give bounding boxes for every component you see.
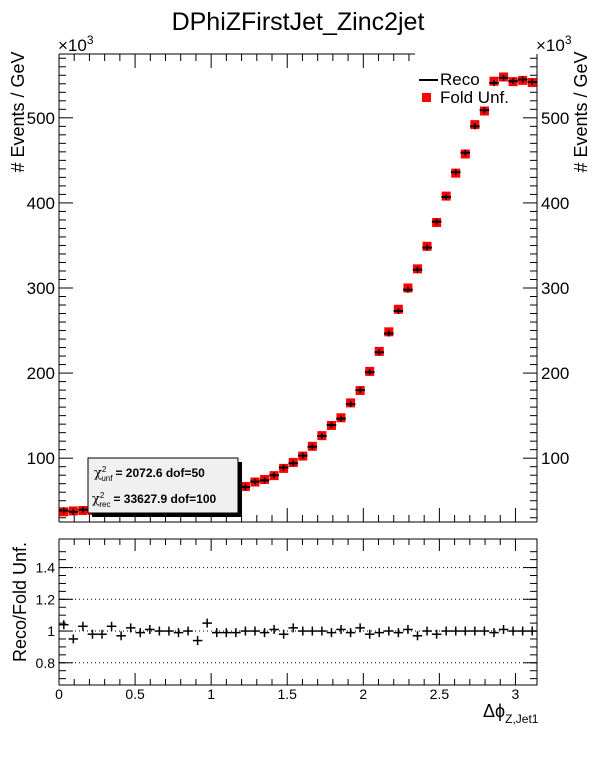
stats-line-rec: χ2 rec = 33627.9 dof=100 bbox=[92, 491, 217, 509]
main-ytick-label-left: 400 bbox=[27, 194, 55, 213]
y-axis-label-right: # Events / GeV bbox=[571, 51, 591, 172]
main-ytick-label-right: 500 bbox=[541, 109, 569, 128]
main-panel: 100 100 200 200 300 300 400 400 500 500 ×103 ×103… bbox=[8, 33, 591, 523]
chart-title: DPhiZFirstJet_Zinc2jet bbox=[172, 8, 425, 36]
main-ytick-label-left: 100 bbox=[27, 449, 55, 468]
main-ytick-label-left: 200 bbox=[27, 364, 55, 383]
ratio-ytick-label: 1 bbox=[47, 623, 55, 639]
main-ytick-label-right: 100 bbox=[541, 449, 569, 468]
ratio-xtick-label: 3 bbox=[512, 686, 520, 702]
ratio-panel: 0.811.21.4 0 0.5 1 1.5 2 2.5 3 Reco/Fold Unf. … bbox=[10, 538, 539, 726]
main-ytick-label-right: 300 bbox=[541, 279, 569, 298]
ratio-xtick-label: 2 bbox=[359, 686, 367, 702]
main-ytick-label-right: 400 bbox=[541, 194, 569, 213]
y-exponent-label-right: ×103 bbox=[536, 33, 572, 55]
ratio-xtick-label: 0 bbox=[55, 686, 63, 702]
ratio-frame bbox=[58, 538, 538, 686]
stats-box: χ2 unf = 2072.6 dof=50 χ2 rec = 33627.9 dof=… bbox=[87, 457, 242, 517]
ratio-ytick-label: 1.4 bbox=[36, 560, 56, 576]
ratio-ytick-label: 1.2 bbox=[36, 591, 56, 607]
legend-foldunf-label: Fold Unf. bbox=[440, 88, 509, 107]
main-ytick-label-right: 200 bbox=[541, 364, 569, 383]
legend-foldunf-marker bbox=[422, 93, 431, 102]
ratio-y-axis-label: Reco/Fold Unf. bbox=[10, 542, 30, 662]
ratio-xtick-label: 1 bbox=[207, 686, 215, 702]
x-axis-label: ΔϕZ,Jet1 bbox=[483, 701, 539, 726]
main-ytick-label-left: 500 bbox=[27, 109, 55, 128]
ratio-xtick-label: 2.5 bbox=[430, 686, 450, 702]
y-axis-label-left: # Events / GeV bbox=[8, 51, 28, 172]
ratio-ytick-label: 0.8 bbox=[36, 655, 56, 671]
stats-line-unf: χ2 unf = 2072.6 dof=50 bbox=[94, 465, 205, 483]
stats-box-frame bbox=[87, 457, 239, 514]
main-ytick-label-left: 300 bbox=[27, 279, 55, 298]
ratio-xtick-label: 0.5 bbox=[125, 686, 145, 702]
y-exponent-label-left: ×103 bbox=[58, 33, 94, 55]
legend-reco-label: Reco bbox=[440, 70, 480, 89]
ratio-xtick-label: 1.5 bbox=[277, 686, 297, 702]
legend: Reco Fold Unf. bbox=[419, 70, 509, 107]
